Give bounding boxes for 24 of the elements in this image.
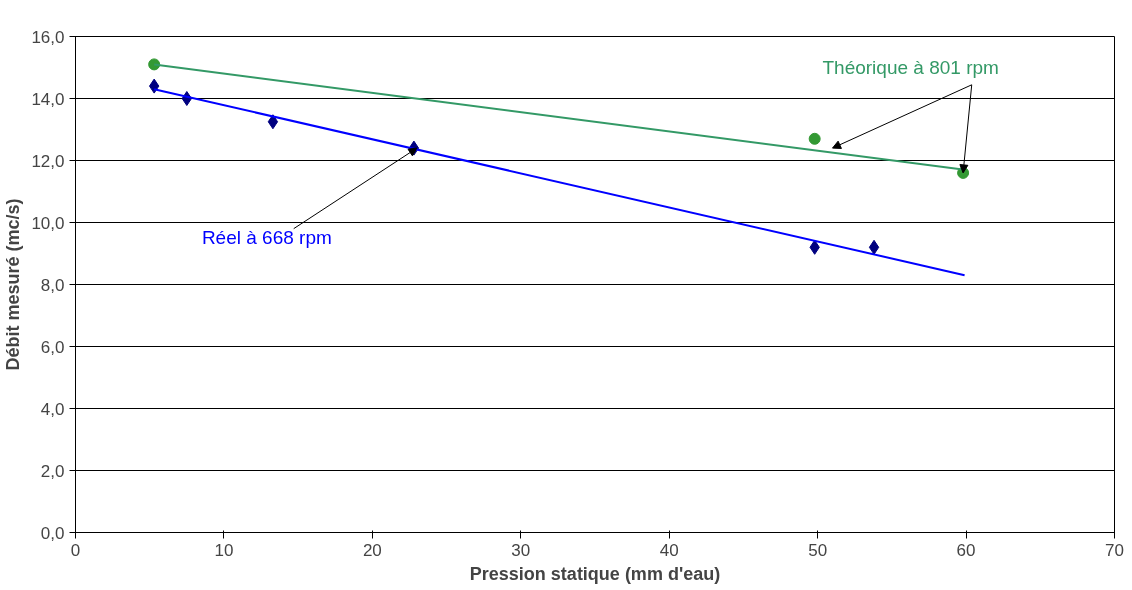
x-tick-label: 30 [511, 540, 531, 560]
y-tick-label: 4,0 [40, 399, 65, 419]
point [868, 239, 880, 255]
y-tick-label: 0,0 [40, 523, 65, 543]
x-tick-label: 40 [659, 540, 679, 560]
annotation: Théorique à 801 rpm [822, 57, 999, 79]
x-tick-label: 0 [70, 540, 81, 560]
y-tick-label: 16,0 [31, 27, 65, 47]
x-tick-label: 60 [956, 540, 976, 560]
x-tick-label: 10 [214, 540, 234, 560]
point [267, 114, 279, 130]
y-axis-title: Débit mesuré (mc/s) [3, 198, 24, 371]
x-axis-title: Pression statique (mm d'eau) [469, 563, 721, 584]
y-tick-label: 12,0 [31, 151, 65, 171]
y-tick-label: 10,0 [31, 213, 65, 233]
annotation: Réel à 668 rpm [201, 227, 332, 249]
y-tick-label: 14,0 [31, 89, 65, 109]
x-tick-label: 20 [362, 540, 382, 560]
y-tick-label: 8,0 [40, 275, 65, 295]
y-tick-label: 2,0 [40, 461, 65, 481]
y-tick-label: 6,0 [40, 337, 65, 357]
x-tick-label: 70 [1105, 540, 1124, 560]
point [808, 132, 821, 145]
x-tick-label: 50 [808, 540, 828, 560]
